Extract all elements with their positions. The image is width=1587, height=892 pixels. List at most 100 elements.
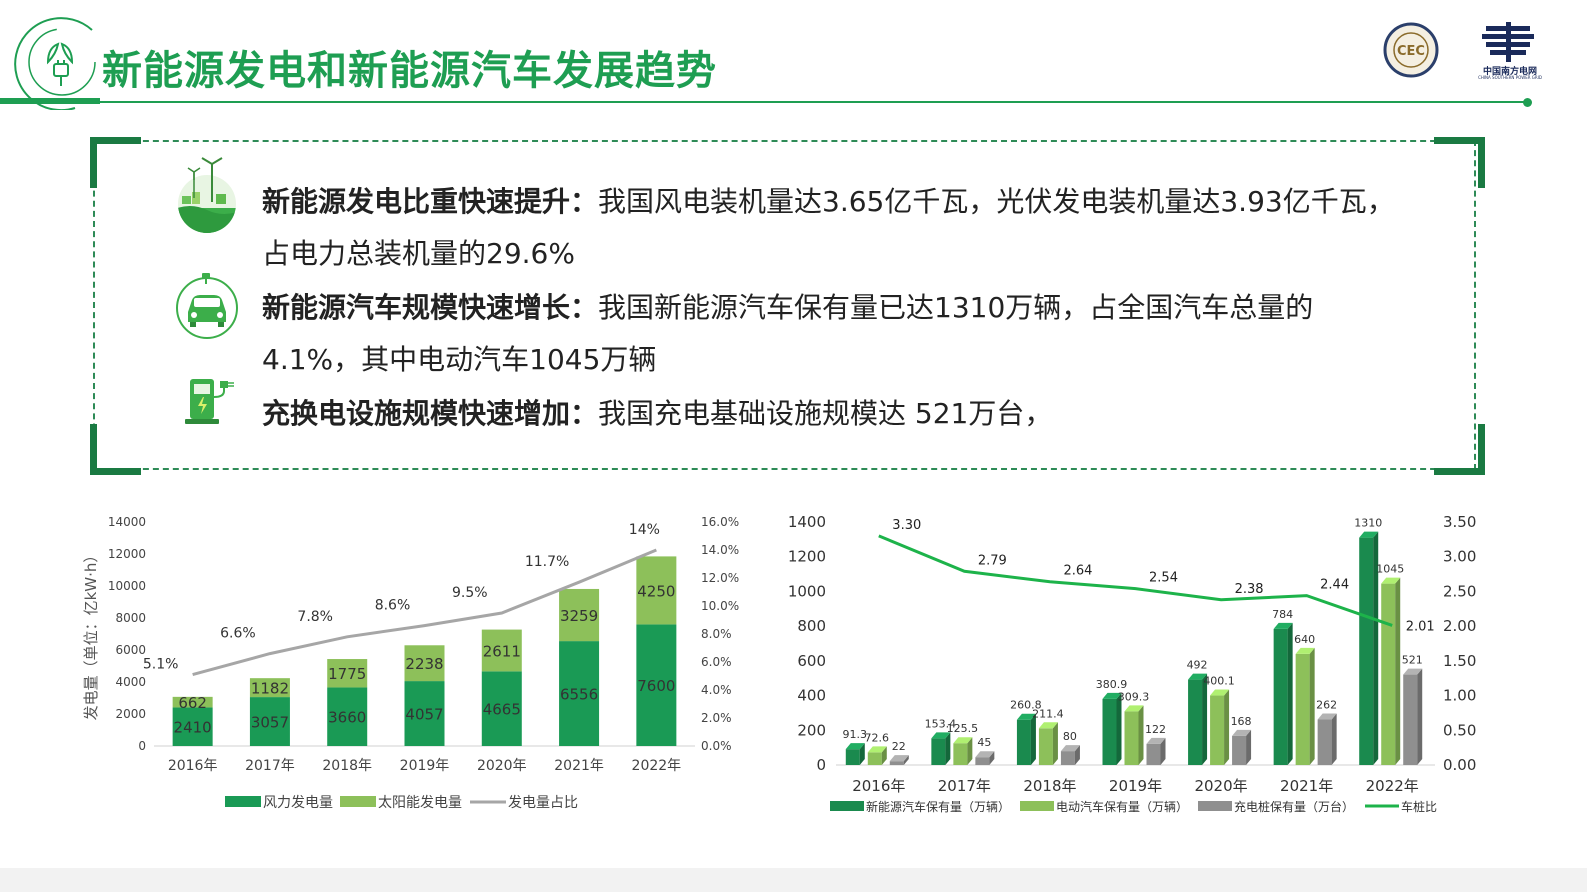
data-label-ratio: 8.6%: [375, 598, 411, 614]
page-title: 新能源发电和新能源汽车发展趋势: [102, 48, 717, 94]
y-tick-label: 0: [138, 739, 146, 753]
data-label-charger: 521: [1402, 654, 1423, 667]
bullet-heading: 新能源汽车规模快速增长：: [262, 291, 599, 324]
bar-charger-side: [1160, 737, 1166, 765]
data-label-charger: 262: [1316, 699, 1337, 712]
legend-swatch: [830, 801, 864, 811]
bar-charger-side: [1246, 729, 1252, 765]
bar-ev-top: [867, 746, 887, 753]
bar-nev-side: [1287, 622, 1293, 765]
y-tick-label: 12000: [108, 547, 146, 561]
legend-label: 充电桩保有量（万台）: [1234, 799, 1354, 814]
legend-swatch: [1198, 801, 1232, 811]
y-tick-label: 4000: [115, 675, 146, 689]
y2-tick-label: 3.50: [1443, 513, 1476, 531]
y2-tick-label: 1.00: [1443, 687, 1476, 705]
bar-charger-side: [1417, 668, 1423, 765]
y2-tick-label: 2.50: [1443, 582, 1476, 600]
data-label-charger: 22: [892, 740, 906, 753]
bar-nev-top: [1016, 713, 1036, 720]
data-label-ev: 400.1: [1203, 675, 1235, 688]
data-label-ratio: 9.5%: [452, 585, 488, 601]
bar-charger-top: [1060, 745, 1080, 752]
bar-charger-top: [889, 755, 909, 762]
x-tick-label: 2018年: [1023, 777, 1076, 795]
data-label-ratio: 11.7%: [525, 554, 569, 570]
x-tick-label: 2016年: [852, 777, 905, 795]
bar-charger-top: [1232, 729, 1252, 736]
y2-tick-label: 1.50: [1443, 652, 1476, 670]
y2-tick-label: 0.0%: [701, 739, 732, 753]
y2-tick-label: 2.00: [1443, 617, 1476, 635]
x-tick-label: 2022年: [1366, 777, 1419, 795]
data-label-nev: 492: [1187, 659, 1208, 672]
data-label-wind: 6556: [560, 686, 598, 704]
data-label-wind: 3057: [251, 714, 289, 732]
x-tick-label: 2019年: [400, 758, 450, 774]
data-label-nev: 91.3: [843, 728, 868, 741]
y2-tick-label: 6.0%: [701, 655, 732, 669]
box-corner: [1434, 424, 1485, 475]
box-corner: [1434, 137, 1485, 188]
bar-charger: [1060, 751, 1075, 765]
bar-nev-side: [1116, 692, 1122, 765]
bullet-heading: 新能源发电比重快速提升：: [262, 185, 599, 218]
bar-nev-side: [1030, 713, 1036, 765]
bullet-body: 我国充电基础设施规模达 521万台，: [598, 397, 1053, 430]
y-tick-label: 600: [797, 652, 826, 670]
bar-wind: [559, 641, 600, 746]
data-label-solar: 3259: [560, 607, 598, 625]
x-tick-label: 2022年: [632, 758, 682, 774]
x-tick-label: 2020年: [1194, 777, 1247, 795]
bar-charger-top: [1317, 713, 1337, 720]
bar-charger: [1232, 735, 1247, 765]
bullet-heading: 充换电设施规模快速增加：: [262, 397, 599, 430]
bar-ev-side: [1224, 689, 1230, 765]
bar-charger: [889, 761, 904, 765]
y2-tick-label: 3.00: [1443, 548, 1476, 566]
bar-charger-top: [1146, 737, 1166, 744]
bar-charger-top: [975, 751, 995, 758]
summary-box: [93, 140, 1476, 470]
y-tick-label: 200: [797, 721, 826, 739]
bar-solar: [404, 645, 445, 682]
data-label-solar: 662: [178, 694, 207, 712]
x-tick-label: 2021年: [554, 758, 604, 774]
data-label-solar: 2611: [483, 642, 521, 660]
data-label-wind: 7600: [637, 677, 675, 695]
data-label-ratio: 7.8%: [297, 609, 333, 625]
bullet-body: 我国新能源汽车保有量已达1310万辆，占全国汽车总量的4.1%，其中电动汽车10…: [262, 291, 1314, 376]
bullet-nev-growth: 新能源汽车规模快速增长：我国新能源汽车保有量已达1310万辆，占全国汽车总量的4…: [262, 282, 1402, 386]
bar-ev-top: [1124, 705, 1144, 712]
data-label-ev: 309.3: [1118, 690, 1150, 703]
bar-ev: [953, 743, 968, 765]
series-line-ratio: [192, 548, 657, 677]
bar-nev: [931, 738, 946, 765]
data-label-charger: 122: [1145, 723, 1166, 736]
series-line-ratio: [878, 534, 1393, 627]
legend-label: 新能源汽车保有量（万辆）: [866, 799, 1010, 814]
charging-pile-icon: [185, 379, 234, 424]
y2-tick-label: 10.0%: [701, 599, 739, 613]
data-label-wind: 4057: [405, 706, 443, 724]
bar-ev: [1210, 695, 1225, 765]
bar-nev-top: [1188, 673, 1208, 680]
bar-nev-side: [1202, 673, 1208, 765]
data-label-ratio: 14%: [629, 522, 660, 538]
y2-tick-label: 2.0%: [701, 711, 732, 725]
data-label-ev: 125.5: [947, 722, 979, 735]
bar-ev-top: [1210, 689, 1230, 696]
y-tick-label: 14000: [108, 515, 146, 529]
bar-charger: [1403, 674, 1418, 765]
bar-nev-top: [845, 743, 865, 750]
box-corner: [90, 424, 141, 475]
bar-charger-side: [1331, 713, 1337, 765]
y-tick-label: 800: [797, 617, 826, 635]
csg-logo-name-en: CHINA SOUTHERN POWER GRID: [1478, 75, 1542, 80]
data-label-ratio: 2.54: [1149, 571, 1178, 586]
bar-nev: [1188, 679, 1203, 765]
bullet-charging-facilities: 充换电设施规模快速增加：我国充电基础设施规模达 521万台，: [262, 388, 1402, 440]
bar-solar: [481, 629, 522, 672]
bullet-body: 我国风电装机量达3.65亿千瓦，光伏发电装机量达3.93亿千瓦，占电力总装机量的…: [262, 185, 1395, 270]
data-label-ratio: 3.30: [892, 518, 921, 533]
